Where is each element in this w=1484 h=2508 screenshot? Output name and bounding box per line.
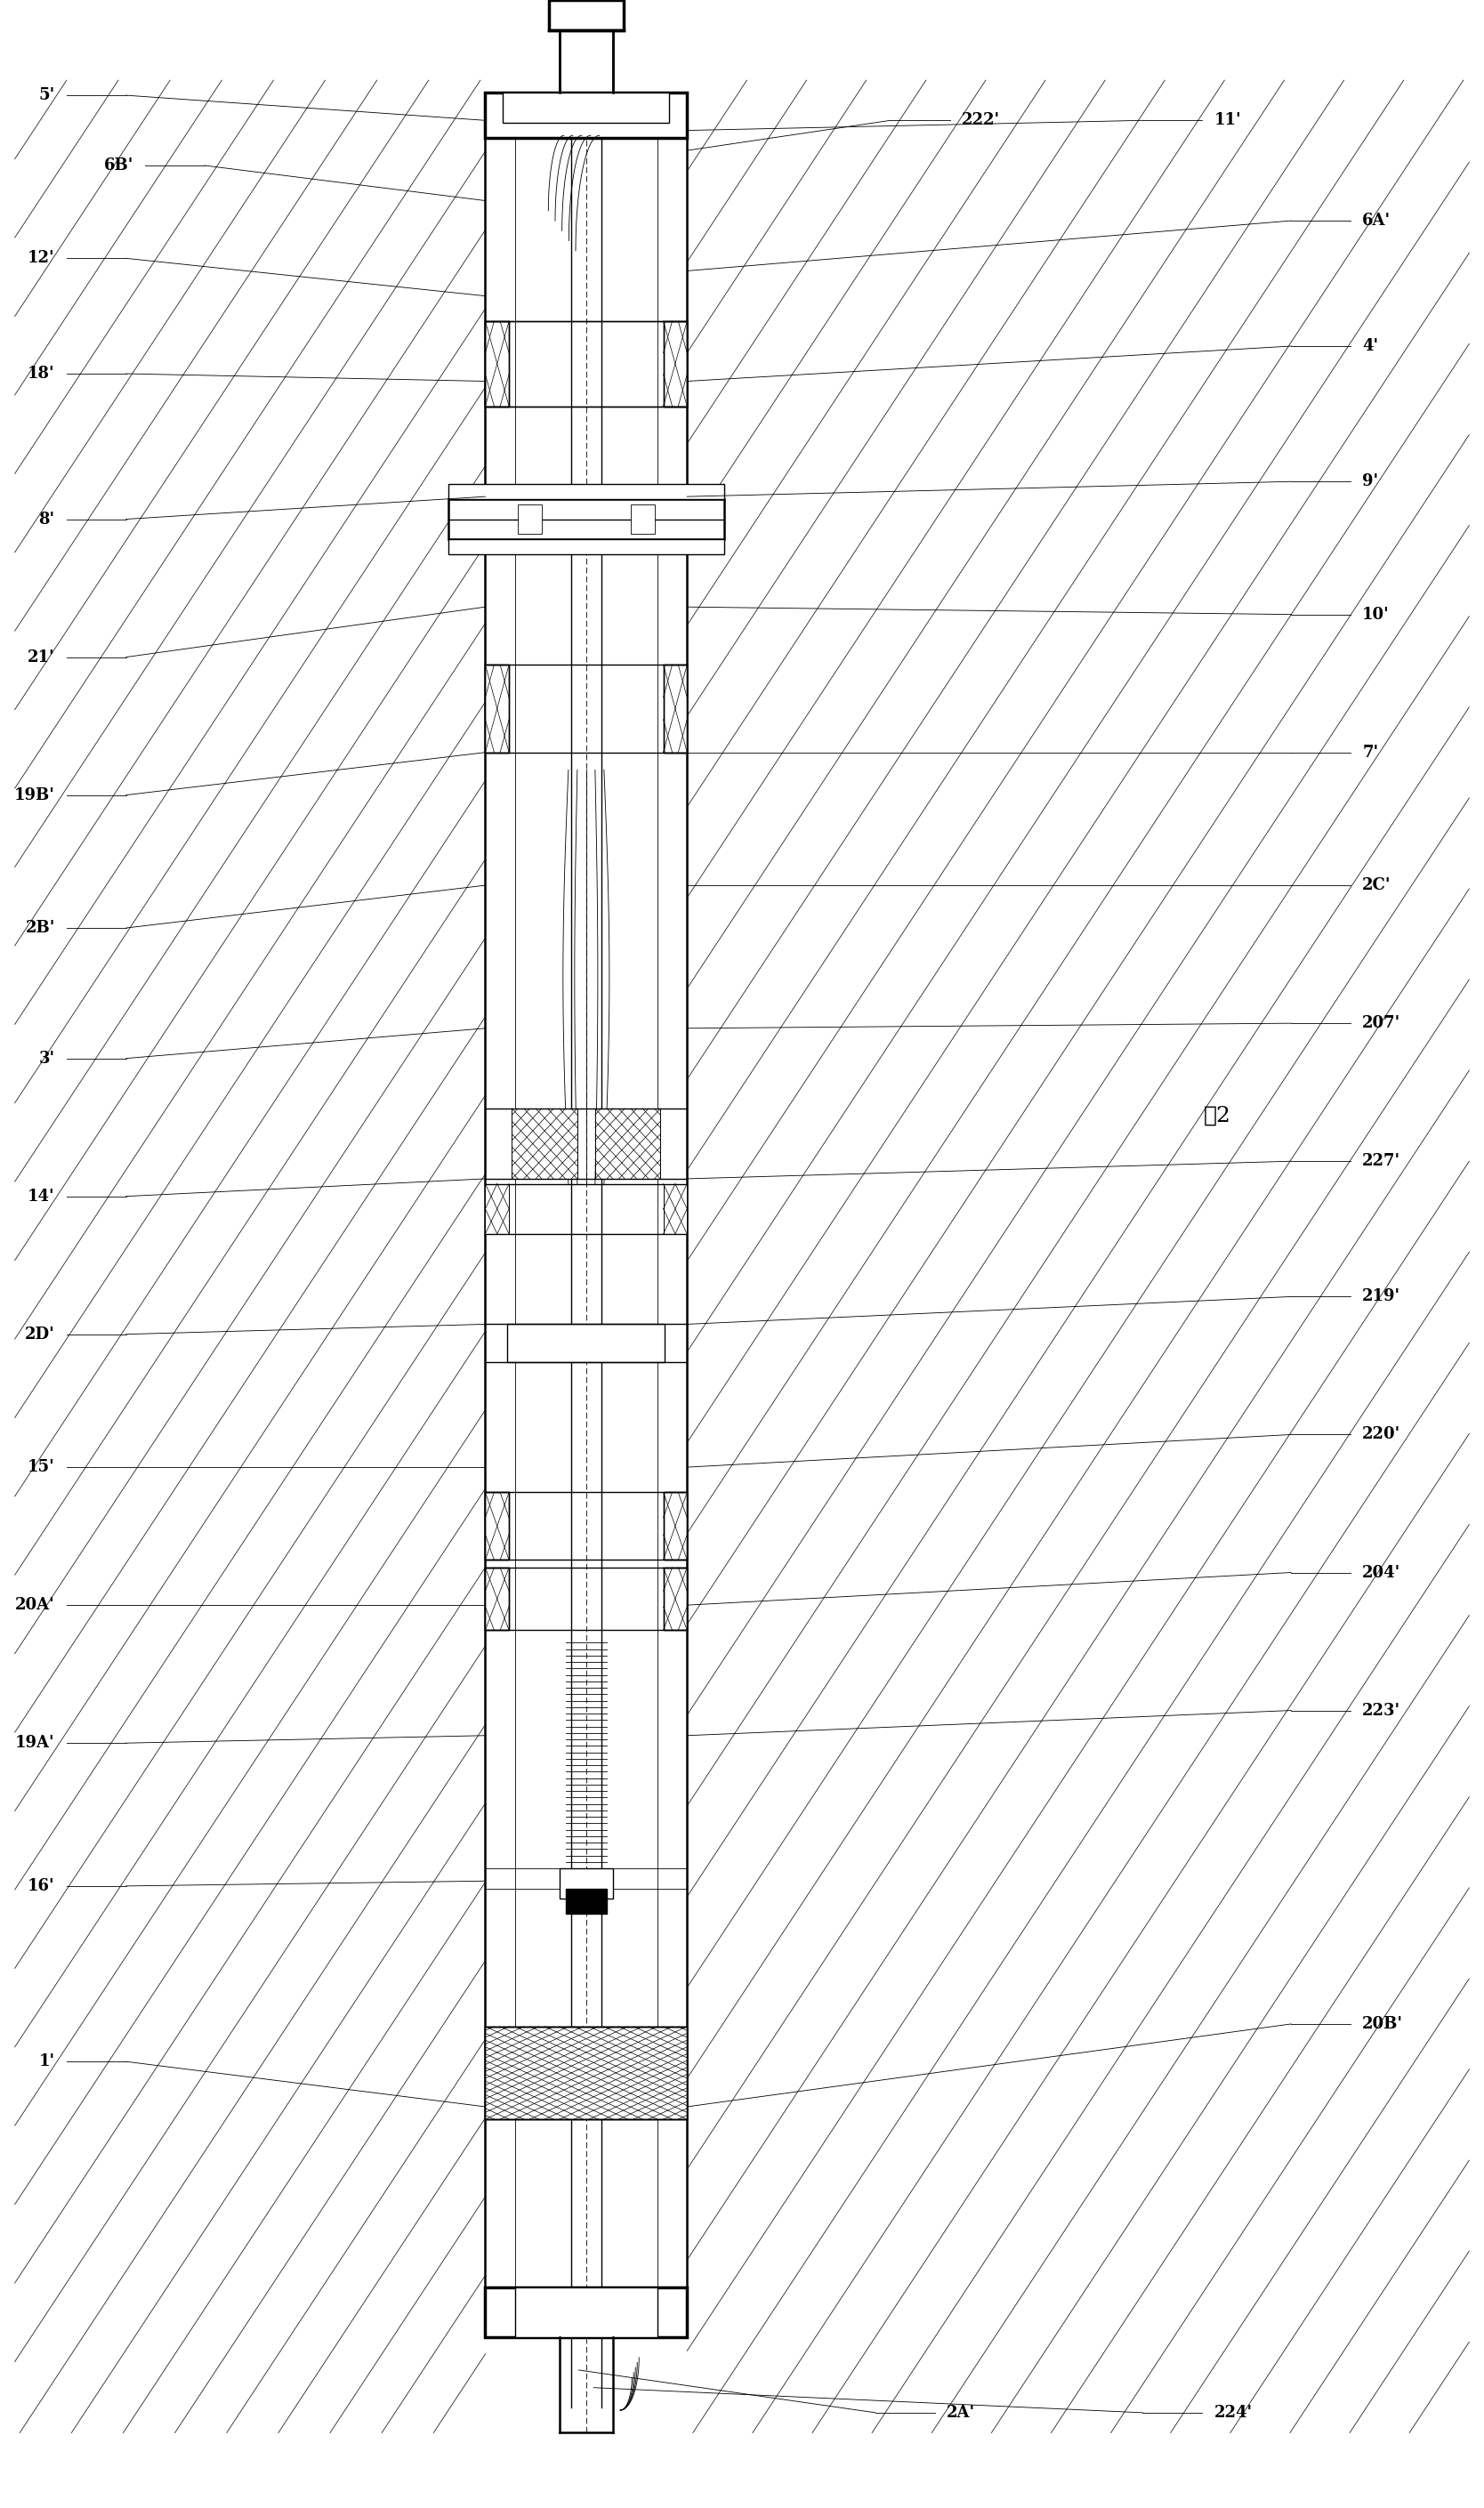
Bar <box>485 321 687 406</box>
Text: 11': 11' <box>1214 113 1241 128</box>
Text: 9': 9' <box>1362 474 1379 489</box>
Text: 2D': 2D' <box>25 1327 55 1342</box>
Bar <box>448 499 724 539</box>
Text: 19A': 19A' <box>15 1736 55 1751</box>
Text: 16': 16' <box>28 1878 55 1894</box>
Text: 7': 7' <box>1362 745 1379 760</box>
Text: 3': 3' <box>39 1051 55 1066</box>
Bar <box>663 1184 687 1234</box>
Bar <box>508 1324 665 1362</box>
Bar <box>485 1568 509 1630</box>
Text: 18': 18' <box>28 366 55 381</box>
Bar <box>518 504 542 534</box>
Text: 19B': 19B' <box>13 788 55 803</box>
Bar <box>448 484 724 499</box>
Bar <box>485 665 509 752</box>
Text: 1': 1' <box>39 2054 55 2069</box>
Text: 图2: 图2 <box>1204 1106 1230 1126</box>
Bar <box>485 1184 509 1234</box>
Text: 4': 4' <box>1362 339 1379 354</box>
Bar <box>663 1568 687 1630</box>
Bar <box>485 1184 509 1234</box>
Bar <box>485 1568 509 1630</box>
Bar <box>485 321 509 406</box>
Text: 2A': 2A' <box>947 2405 975 2420</box>
Bar <box>485 321 509 406</box>
Bar <box>663 1184 687 1234</box>
Bar <box>485 2026 687 2119</box>
Text: 207': 207' <box>1362 1016 1401 1031</box>
Bar <box>485 2287 687 2337</box>
Text: 6A': 6A' <box>1362 213 1391 228</box>
Text: 12': 12' <box>28 251 55 266</box>
Bar <box>515 2287 657 2337</box>
Text: 220': 220' <box>1362 1427 1401 1442</box>
Text: 21': 21' <box>28 650 55 665</box>
Bar <box>663 665 687 752</box>
Bar <box>663 321 687 406</box>
Bar <box>595 1109 660 1179</box>
Bar <box>485 2026 687 2119</box>
Text: 204': 204' <box>1362 1565 1401 1580</box>
Text: 2B': 2B' <box>25 920 55 935</box>
Bar <box>448 539 724 554</box>
Bar <box>663 321 687 406</box>
Text: 20B': 20B' <box>1362 2016 1404 2031</box>
Bar <box>485 93 687 138</box>
Bar <box>565 1889 607 1914</box>
Bar <box>503 93 669 123</box>
Text: 20A': 20A' <box>15 1598 55 1613</box>
Text: 227': 227' <box>1362 1154 1401 1169</box>
Text: 219': 219' <box>1362 1289 1401 1304</box>
Bar <box>595 1109 660 1179</box>
Bar <box>559 0 613 93</box>
Bar <box>485 665 509 752</box>
Text: 223': 223' <box>1362 1703 1401 1718</box>
Bar <box>485 1492 509 1560</box>
Bar <box>663 1492 687 1560</box>
Bar <box>559 1868 613 1899</box>
Bar <box>663 1492 687 1560</box>
Text: 6B': 6B' <box>104 158 134 173</box>
Text: 14': 14' <box>28 1189 55 1204</box>
Bar <box>663 665 687 752</box>
Bar <box>485 1492 509 1560</box>
Text: 224': 224' <box>1214 2405 1252 2420</box>
Bar <box>631 504 654 534</box>
Bar <box>663 1568 687 1630</box>
Text: 15': 15' <box>28 1460 55 1475</box>
Text: 10': 10' <box>1362 607 1389 622</box>
Bar <box>512 1109 577 1179</box>
Bar <box>549 0 623 30</box>
Text: 5': 5' <box>39 88 55 103</box>
Text: 222': 222' <box>962 113 1000 128</box>
Text: 8': 8' <box>39 512 55 527</box>
Text: 2C': 2C' <box>1362 878 1391 893</box>
Bar <box>512 1109 577 1179</box>
